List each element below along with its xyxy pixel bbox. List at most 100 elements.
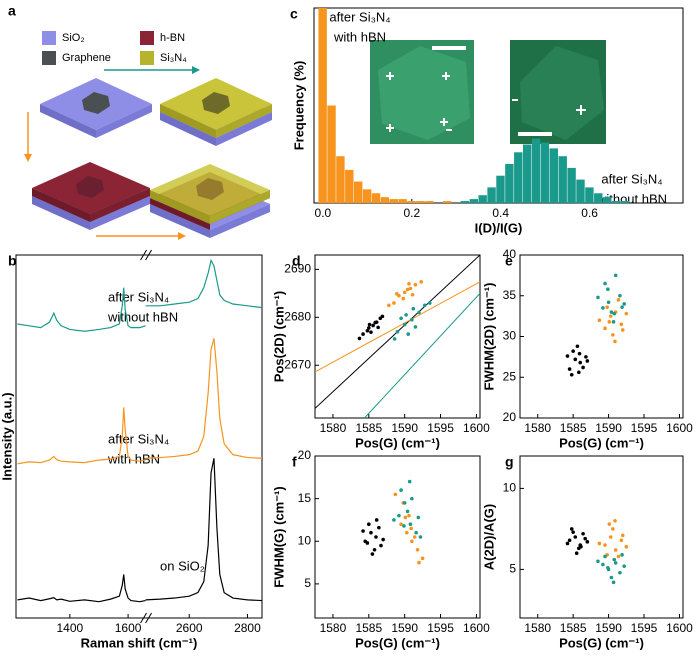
histogram-bar — [318, 8, 327, 203]
histogram-bar — [567, 167, 576, 203]
scatter-point — [413, 282, 418, 287]
scatter-point — [415, 547, 420, 552]
y-tick-label: 35 — [503, 288, 517, 302]
y-axis-label: A(2D)/A(G) — [481, 504, 496, 570]
y-tick-label: 2680 — [284, 309, 311, 323]
scatter-point — [408, 286, 413, 291]
y-axis-label: Intensity (a.u.) — [0, 392, 14, 480]
x-tick-label: 1595 — [427, 621, 454, 635]
histogram-bar — [354, 181, 363, 203]
panel-label: g — [505, 454, 514, 470]
scatter-point — [567, 538, 572, 543]
x-tick-label: 0.0 — [315, 206, 332, 220]
scatter-point — [387, 303, 391, 308]
scatter-point — [392, 518, 396, 522]
scatter-point — [416, 515, 421, 520]
scatter-point — [410, 539, 414, 544]
scatter-point — [357, 336, 362, 341]
x-tick-label: 1400 — [57, 621, 84, 635]
scatter-point — [376, 325, 380, 330]
histogram-bar — [487, 187, 496, 203]
slab-3 — [32, 162, 150, 230]
scatter-point — [381, 537, 385, 542]
y-axis-label: Pos(2D) (cm⁻¹) — [271, 291, 286, 382]
scatter-point — [605, 305, 609, 309]
scatter-point — [377, 525, 381, 530]
legend-swatch — [140, 31, 154, 45]
y-tick-label: 10 — [298, 533, 312, 547]
scatter-point — [367, 322, 372, 327]
panel-label: f — [292, 454, 297, 470]
annotation: with hBN — [107, 451, 160, 466]
annotation: on SiO₂ — [160, 558, 205, 573]
scatter-point — [613, 561, 618, 565]
y-tick-label: 10 — [503, 481, 517, 495]
scatter-point — [607, 522, 612, 526]
spectrum — [17, 407, 146, 465]
scatter-point — [417, 310, 421, 315]
scatter-point — [397, 513, 401, 518]
scatter-point — [620, 328, 625, 332]
scatter-point — [374, 535, 378, 539]
annotation: after Si₃N₄ — [601, 171, 662, 186]
y-tick-label: 2670 — [284, 357, 311, 371]
x-tick-label: 1590 — [391, 421, 418, 435]
scatter-point — [597, 541, 602, 546]
scatter-point — [405, 530, 409, 535]
histogram-bar — [496, 175, 505, 203]
scatter-point — [399, 522, 403, 527]
scatter-point — [622, 302, 626, 306]
scatter-point — [406, 332, 411, 336]
x-tick-label: 1585 — [355, 621, 382, 635]
histogram-bar — [380, 197, 390, 203]
scatter-point — [401, 296, 406, 301]
x-tick-label: 1580 — [320, 421, 347, 435]
scatter-point — [612, 557, 617, 562]
x-tick-label: 1595 — [631, 421, 658, 435]
scatter-point — [361, 332, 365, 336]
scatter-point — [420, 556, 425, 561]
x-tick-label: 1585 — [560, 621, 587, 635]
histogram-bar — [371, 193, 381, 203]
scatter-point — [579, 544, 583, 549]
scatter-point — [571, 530, 575, 534]
plot-frame — [314, 254, 481, 419]
histogram-bar — [549, 148, 559, 203]
scatter-point — [609, 310, 614, 314]
scatter-point — [620, 533, 625, 538]
histogram-bar — [602, 197, 612, 203]
panel-label: a — [8, 3, 16, 19]
scatter-point — [402, 501, 407, 505]
scatter-point — [565, 354, 570, 358]
legend-label: Si₃N₄ — [160, 52, 187, 64]
histogram-bar — [576, 179, 585, 203]
scatter-point — [367, 522, 371, 527]
x-axis-label: Pos(G) (cm⁻¹) — [355, 435, 440, 450]
scatter-point — [583, 536, 587, 541]
scatter-point — [380, 314, 385, 319]
plot-frame — [314, 455, 481, 619]
scatter-point — [611, 527, 615, 531]
scatter-point — [404, 313, 408, 317]
scatter-point — [392, 337, 397, 341]
x-axis-label: Raman shift (cm⁻¹) — [81, 635, 198, 650]
axis-break — [140, 249, 152, 261]
scatter-point — [565, 541, 570, 546]
scatter-point — [407, 513, 411, 518]
scatter-point — [620, 553, 624, 557]
scatter-point — [410, 496, 414, 501]
scatter-point — [412, 535, 417, 539]
scatter-point — [365, 328, 370, 333]
x-tick-label: 1600 — [115, 621, 142, 635]
x-tick-label: 1590 — [595, 621, 622, 635]
x-tick-label: 1580 — [524, 421, 551, 435]
plot-frame — [519, 254, 684, 419]
histogram-bar — [389, 199, 398, 203]
spectrum — [17, 574, 146, 603]
scatter-point — [601, 306, 605, 310]
scatter-point — [619, 538, 624, 543]
scatter-point — [369, 330, 373, 334]
scatter-point — [410, 317, 414, 322]
histogram-bar — [611, 201, 621, 203]
